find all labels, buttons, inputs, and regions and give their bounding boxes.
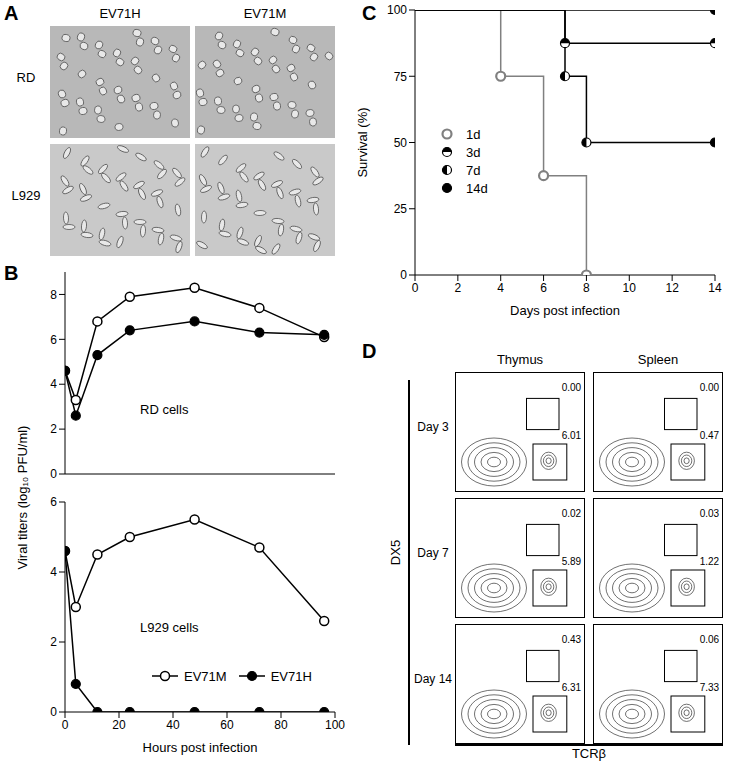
svg-text:4: 4 [50, 565, 57, 579]
svg-text:0.00: 0.00 [700, 382, 720, 393]
svg-text:8: 8 [50, 288, 57, 302]
html-text:L929: L929 [11, 188, 41, 203]
svg-text:1.22: 1.22 [700, 556, 720, 567]
html-text:RD: RD [16, 70, 36, 85]
svg-text:6.31: 6.31 [562, 682, 582, 693]
svg-text:5.89: 5.89 [562, 556, 582, 567]
svg-text:80: 80 [274, 718, 288, 732]
html-text:Survival (%): Survival (%) [354, 107, 370, 178]
svg-text:12: 12 [665, 281, 679, 295]
svg-text:2: 2 [50, 635, 57, 649]
svg-text:0.00: 0.00 [562, 382, 582, 393]
html-text:EV71H: EV71H [270, 668, 312, 684]
html-text:EV71M: EV71M [243, 6, 287, 21]
html-text:DX5: DX5 [387, 539, 403, 566]
svg-text:6.01: 6.01 [562, 430, 582, 441]
html-text:EV71M: EV71M [184, 668, 227, 684]
svg-text:0.43: 0.43 [562, 634, 582, 645]
svg-text:100: 100 [325, 718, 345, 732]
svg-text:20: 20 [112, 718, 126, 732]
svg-text:0: 0 [400, 268, 407, 282]
html-text:B: B [4, 262, 19, 284]
html-text:L929 cells: L929 cells [140, 620, 199, 635]
svg-text:100: 100 [387, 3, 407, 17]
html-text:Day 7: Day 7 [417, 546, 449, 560]
svg-text:6: 6 [50, 495, 57, 509]
svg-text:2: 2 [455, 281, 462, 295]
svg-text:Days post infection: Days post infection [510, 303, 620, 318]
svg-text:0: 0 [50, 467, 57, 481]
svg-text:6: 6 [50, 333, 57, 347]
svg-text:0.02: 0.02 [562, 508, 582, 519]
html-text:Spleen: Spleen [637, 352, 679, 367]
svg-text:10: 10 [623, 281, 637, 295]
svg-text:0.47: 0.47 [700, 430, 720, 441]
svg-text:50: 50 [394, 136, 408, 150]
html-text:3d: 3d [466, 144, 481, 160]
svg-text:0: 0 [412, 281, 419, 295]
svg-text:75: 75 [394, 70, 408, 84]
svg-text:6: 6 [540, 281, 547, 295]
html-text:RD cells: RD cells [140, 402, 189, 417]
svg-text:Hours post infection: Hours post infection [143, 740, 258, 755]
svg-text:7.33: 7.33 [700, 682, 720, 693]
svg-text:25: 25 [394, 202, 408, 216]
svg-text:0.06: 0.06 [700, 634, 720, 645]
html-text:D: D [362, 340, 377, 362]
svg-text:4: 4 [50, 377, 57, 391]
html-text:TCRβ: TCRβ [571, 746, 607, 761]
svg-text:0: 0 [50, 705, 57, 719]
svg-text:2: 2 [50, 422, 57, 436]
svg-text:0: 0 [62, 718, 69, 732]
html-text:7d: 7d [466, 162, 481, 178]
html-text:EV71H: EV71H [99, 6, 141, 21]
html-text:14d: 14d [466, 180, 488, 196]
svg-text:40: 40 [166, 718, 180, 732]
svg-text:0.03: 0.03 [700, 508, 720, 519]
html-text:C: C [362, 2, 377, 24]
svg-text:60: 60 [220, 718, 234, 732]
html-text:A: A [4, 2, 19, 24]
svg-text:14: 14 [708, 281, 722, 295]
svg-text:4: 4 [497, 281, 504, 295]
html-text:1d: 1d [466, 126, 481, 142]
html-text:Thymus: Thymus [496, 352, 544, 367]
html-text:Day 14: Day 14 [414, 672, 452, 686]
svg-text:8: 8 [583, 281, 590, 295]
html-text:Day 3: Day 3 [417, 420, 449, 434]
html-text:Viral titers (log₁₀ PFU/ml): Viral titers (log₁₀ PFU/ml) [14, 425, 30, 570]
